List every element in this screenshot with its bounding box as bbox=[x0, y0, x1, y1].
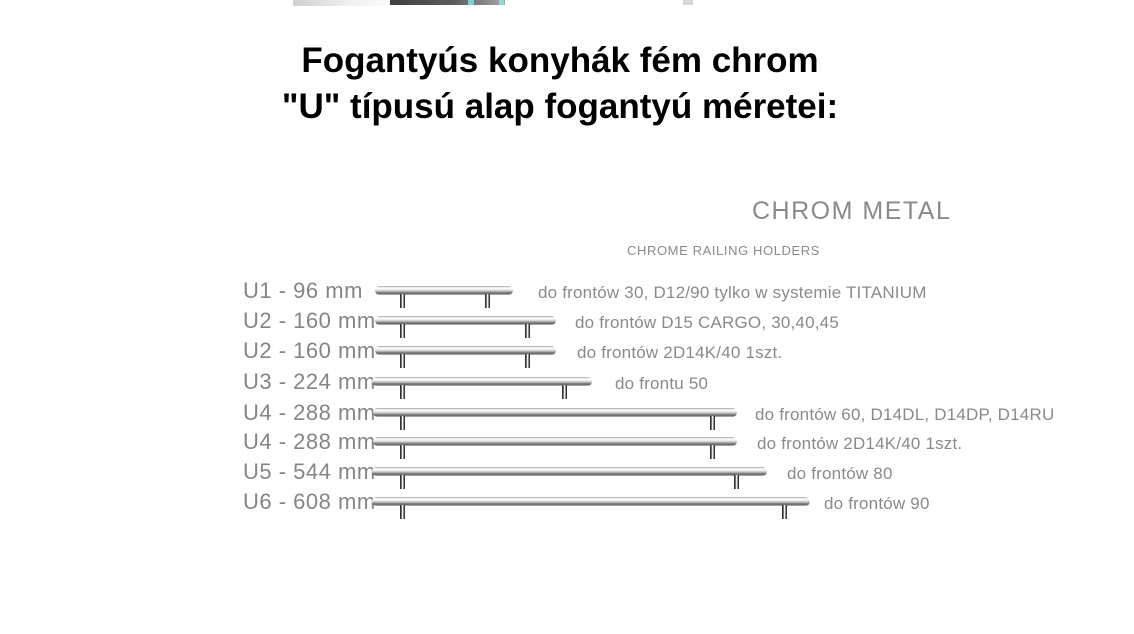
handle-post-right bbox=[734, 475, 739, 489]
page-title-line1: Fogantyús konyhák fém chrom bbox=[301, 41, 819, 80]
handle-post-left bbox=[400, 294, 405, 308]
handle-description: do frontów 80 bbox=[787, 464, 893, 483]
handle-post-right bbox=[525, 324, 530, 338]
handle-size-label: U2 - 160 mm bbox=[243, 308, 376, 333]
cropped-image-remnant-teal-mark bbox=[499, 0, 504, 5]
handle-bar bbox=[373, 408, 737, 417]
handle-post-left bbox=[400, 445, 405, 459]
handle-description: do frontów D15 CARGO, 30,40,45 bbox=[575, 313, 839, 332]
handle-size-label: U1 - 96 mm bbox=[243, 278, 363, 303]
cropped-image-remnant-faint bbox=[683, 0, 693, 5]
handle-size-label: U2 - 160 mm bbox=[243, 338, 376, 363]
handle-post-left bbox=[400, 385, 405, 399]
handle-bar bbox=[375, 346, 556, 355]
handle-bar bbox=[373, 437, 737, 446]
handle-size-label: U3 - 224 mm bbox=[243, 369, 376, 394]
handle-size-label: U4 - 288 mm bbox=[243, 429, 376, 454]
handle-description: do frontów 60, D14DL, D14DP, D14RU bbox=[755, 405, 1055, 424]
handle-bar bbox=[372, 467, 767, 476]
handle-size-label: U5 - 544 mm bbox=[243, 459, 376, 484]
handle-post-left bbox=[400, 354, 405, 368]
handle-bar bbox=[375, 316, 556, 325]
section-heading: CHROM METAL bbox=[752, 197, 952, 225]
handle-post-left bbox=[400, 505, 405, 519]
handle-description: do frontów 2D14K/40 1szt. bbox=[757, 434, 963, 453]
handle-description: do frontów 30, D12/90 tylko w systemie T… bbox=[538, 283, 927, 302]
handle-bar bbox=[372, 497, 810, 506]
cropped-image-remnant-light bbox=[293, 0, 390, 6]
section-subheading: CHROME RAILING HOLDERS bbox=[627, 243, 821, 258]
handle-size-label: U4 - 288 mm bbox=[243, 400, 376, 425]
page-title-line2: "U" típusú alap fogantyú méretei: bbox=[281, 87, 839, 126]
handle-post-right bbox=[782, 505, 787, 519]
handle-size-label: U6 - 608 mm bbox=[243, 489, 376, 514]
handle-bar bbox=[375, 286, 513, 295]
handle-description: do frontów 2D14K/40 1szt. bbox=[577, 343, 783, 362]
handle-post-right bbox=[710, 445, 715, 459]
page-title: Fogantyús konyhák fém chrom "U" típusú a… bbox=[0, 38, 1120, 130]
handle-bar bbox=[372, 377, 592, 386]
handle-post-left bbox=[400, 416, 405, 430]
handle-post-right bbox=[562, 385, 567, 399]
handle-post-left bbox=[400, 475, 405, 489]
cropped-image-remnant-dark bbox=[390, 0, 505, 5]
handle-description: do frontu 50 bbox=[615, 374, 709, 393]
cropped-image-remnant-teal-mark bbox=[468, 0, 474, 5]
handle-post-right bbox=[710, 416, 715, 430]
handle-post-right bbox=[525, 354, 530, 368]
handle-description: do frontów 90 bbox=[824, 494, 930, 513]
handle-post-right bbox=[485, 294, 490, 308]
handle-post-left bbox=[400, 324, 405, 338]
